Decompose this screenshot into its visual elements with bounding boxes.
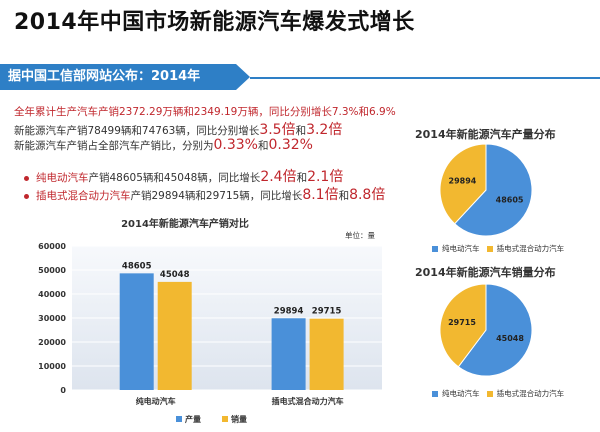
y-tick-label: 30000 (38, 314, 66, 323)
bar-value-label: 48605 (122, 261, 152, 271)
share-production: 0.33% (213, 137, 258, 153)
pie-slice (439, 283, 487, 368)
summary-line-phev: 插电式混合动力汽车产销29894辆和29715辆，同比增长8.1倍和8.8倍 (24, 184, 385, 204)
pie-production: 48605 29894 (439, 143, 533, 237)
bullet-icon (24, 193, 29, 199)
legend-label: 产量 (185, 414, 201, 424)
y-tick-label: 10000 (38, 362, 66, 371)
legend-swatch-pure-ev (432, 246, 438, 252)
bar (271, 318, 306, 390)
pure-ev-text: 产销48605辆和45048辆，同比增长 (88, 172, 261, 184)
pie-value-label: 45048 (496, 334, 524, 343)
summary-line-share: 新能源汽车产销占全部汽车产销比，分别为0.33%和0.32% (14, 137, 313, 153)
bar-chart-title: 2014年新能源汽车产销对比 (121, 217, 249, 230)
pie-slice (453, 143, 533, 237)
nev-growth-sales: 3.2倍 (306, 122, 343, 138)
bar-value-label: 29894 (274, 306, 304, 316)
pure-ev-growth-production: 2.4倍 (260, 169, 297, 185)
legend-swatch-pure-ev (432, 391, 438, 397)
phev-text: 产销29894辆和29715辆，同比增长 (130, 190, 303, 202)
y-tick-label: 40000 (38, 290, 66, 299)
banner-divider (250, 77, 600, 79)
legend-swatch (222, 416, 228, 422)
nev-growth-production: 3.5倍 (259, 122, 296, 138)
nev-text: 新能源汽车产销78499辆和74763辆，同比分别增长 (14, 125, 260, 137)
phev-label: 插电式混合动力汽车 (36, 190, 131, 202)
x-category-label: 纯电动汽车 (136, 396, 176, 406)
pie-value-label: 29715 (448, 318, 476, 327)
pie-sales-title: 2014年新能源汽车销量分布 (415, 266, 556, 279)
legend-label-pure-ev: 纯电动汽车 (442, 244, 480, 253)
bar-value-label: 29715 (312, 307, 342, 317)
bar (309, 318, 344, 390)
legend-label-phev: 插电式混合动力汽车 (496, 244, 565, 253)
y-tick-label: 60000 (38, 242, 66, 251)
legend-label-pure-ev: 纯电动汽车 (442, 389, 480, 398)
share-sales: 0.32% (268, 137, 313, 153)
pie-production-legend: 纯电动汽车 插电式混合动力汽车 (432, 243, 564, 254)
bar-value-label: 45048 (160, 270, 190, 280)
pure-ev-and: 和 (296, 172, 308, 184)
share-text: 新能源汽车产销占全部汽车产销比，分别为 (14, 140, 214, 152)
pure-ev-label: 纯电动汽车 (36, 172, 89, 184)
phev-and: 和 (338, 190, 350, 202)
y-tick-label: 0 (60, 386, 66, 395)
legend-swatch (176, 416, 182, 422)
bar-chart: 2014年新能源汽车产销对比 单位：量 0 10000 20000 30000 4000… (38, 217, 382, 424)
page-title: 2014年中国市场新能源汽车爆发式增长 (14, 10, 415, 35)
y-tick-label: 50000 (38, 266, 66, 275)
phev-growth-production: 8.1倍 (302, 187, 339, 203)
bullet-icon (24, 175, 29, 181)
summary-line-total: 全年累计生产汽车产销2372.29万辆和2349.19万辆，同比分别增长7.3%… (14, 106, 396, 118)
share-and: 和 (257, 140, 269, 152)
legend-swatch-phev (486, 391, 493, 397)
pie-value-label: 48605 (496, 195, 524, 204)
y-tick-label: 20000 (38, 338, 66, 347)
source-banner: 据中国工信部网站公布：2014年 (0, 64, 236, 90)
pie-slice (439, 143, 487, 225)
summary-line-pure-ev: 纯电动汽车产销48605辆和45048辆，同比增长2.4倍和2.1倍 (24, 166, 343, 186)
x-category-label: 插电式混合动力汽车 (272, 396, 344, 406)
pie-value-label: 29894 (449, 177, 477, 186)
bar (119, 273, 154, 390)
legend-swatch-phev (486, 246, 493, 252)
pie-slice (457, 283, 533, 377)
summary-line-nev: 新能源汽车产销78499辆和74763辆，同比分别增长3.5倍和3.2倍 (14, 119, 342, 139)
pure-ev-growth-sales: 2.1倍 (307, 169, 344, 185)
nev-and: 和 (295, 125, 307, 137)
bar (157, 281, 192, 390)
pie-sales: 45048 29715 (439, 283, 533, 377)
pie-production-title: 2014年新能源汽车产量分布 (415, 128, 556, 141)
bar-chart-unit: 单位：量 (345, 230, 375, 240)
legend-label: 销量 (231, 414, 247, 424)
banner-arrow (236, 64, 250, 90)
phev-growth-sales: 8.8倍 (349, 187, 386, 203)
pie-sales-legend: 纯电动汽车 插电式混合动力汽车 (432, 388, 564, 399)
legend-label-phev: 插电式混合动力汽车 (496, 389, 565, 398)
